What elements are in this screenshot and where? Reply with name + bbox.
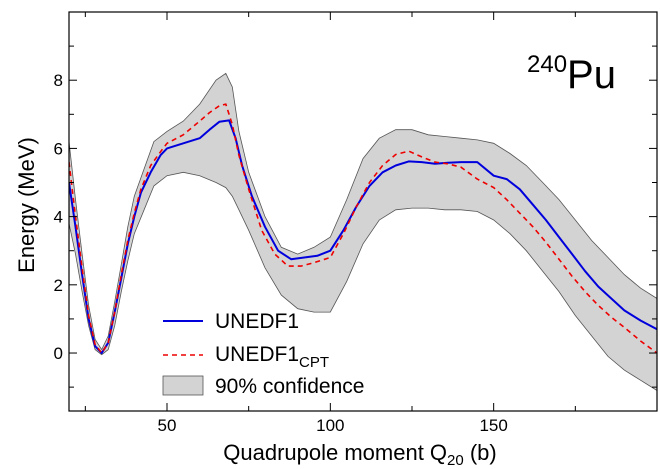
y-axis-label: Energy (MeV) [14, 137, 39, 273]
nuclide-element: Pu [567, 53, 616, 97]
x-tick-label: 100 [316, 416, 344, 435]
legend-label-unedf1-cpt-main: UNEDF1 [215, 343, 299, 366]
x-axis-label-unit: (b) [464, 440, 497, 465]
x-tick-label: 50 [158, 416, 177, 435]
series-line-unedf1 [69, 119, 657, 354]
legend-swatch-confidence [162, 375, 204, 396]
x-axis-label: Quadrupole moment Q20 (b) [223, 440, 496, 469]
nuclide-label: 240Pu [527, 51, 616, 97]
y-tick-label: 6 [54, 139, 63, 158]
y-tick-label: 8 [54, 71, 63, 90]
legend-label-unedf1: UNEDF1 [215, 310, 299, 333]
legend-label-unedf1-cpt-sub: CPT [299, 354, 329, 371]
y-tick-label: 4 [54, 208, 63, 227]
legend-label-unedf1-cpt: UNEDF1CPT [215, 343, 329, 371]
series-line-unedf1-cpt [69, 103, 657, 354]
legend-label-confidence: 90% confidence [215, 375, 364, 398]
plot-frame [68, 11, 658, 412]
x-axis-label-main: Quadrupole moment Q [223, 440, 447, 465]
confidence-band-layer [69, 72, 657, 391]
legend: UNEDF1 UNEDF1CPT 90% confidence [162, 310, 364, 398]
y-tick-label: 2 [54, 276, 63, 295]
series-line-layer [69, 103, 657, 354]
nuclide-mass: 240 [527, 51, 567, 78]
y-tick-label: 0 [54, 344, 63, 363]
confidence-band [69, 72, 657, 391]
x-axis-label-sub: 20 [447, 452, 464, 469]
axis-tick-layer: 50 100 150 0 2 4 6 8 [54, 12, 658, 435]
x-tick-label: 150 [479, 416, 507, 435]
